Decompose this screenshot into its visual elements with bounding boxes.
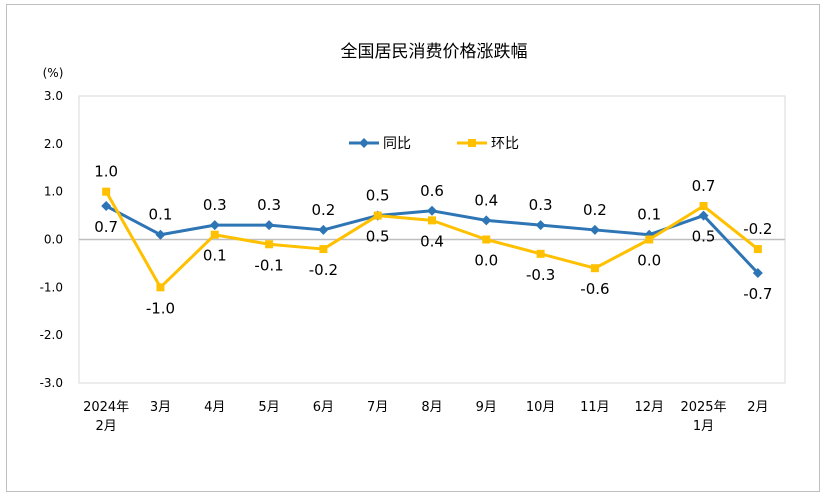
data-point <box>481 215 492 226</box>
legend-label: 环比 <box>491 136 519 152</box>
data-point <box>101 201 112 212</box>
data-point <box>156 283 165 292</box>
y-tick-label: -3.0 <box>40 376 63 390</box>
chart-frame: 全国居民消费价格涨跌幅 (%) 3.0 2.0 1.0 0.0 -1.0 -2.0 -3.0… <box>6 4 820 492</box>
data-point <box>428 216 436 225</box>
y-axis-ticks: 3.0 2.0 1.0 0.0 -1.0 -2.0 -3.0 <box>40 89 63 390</box>
x-tick-label: 3月 <box>150 400 171 415</box>
x-tick-label: 7月 <box>367 400 388 415</box>
y-axis-unit: (%) <box>43 66 64 80</box>
x-tick-label: 12月 <box>634 400 664 415</box>
y-tick-label: 1.0 <box>44 185 63 199</box>
data-point <box>319 245 328 254</box>
data-point <box>752 267 763 278</box>
data-label: 0.4 <box>420 232 444 250</box>
data-point <box>210 230 219 239</box>
data-label: -0.1 <box>254 256 283 274</box>
data-point <box>645 235 654 244</box>
data-point <box>590 264 599 273</box>
data-point <box>535 220 546 231</box>
data-label: 0.5 <box>692 228 716 246</box>
legend: 同比 环比 <box>349 136 519 152</box>
data-point <box>698 210 709 221</box>
x-tick-label: 11月 <box>580 400 610 415</box>
legend-label: 同比 <box>383 136 411 152</box>
data-point <box>265 240 274 249</box>
data-label: -0.3 <box>526 266 555 284</box>
cpi-line-chart: 全国居民消费价格涨跌幅 (%) 3.0 2.0 1.0 0.0 -1.0 -2.0 -3.0… <box>40 42 786 434</box>
x-tick-label: 8月 <box>421 400 442 415</box>
legend-item-yoy: 同比 <box>349 136 411 152</box>
data-label: -1.0 <box>146 299 175 317</box>
x-tick-label: 2024年 <box>83 400 129 415</box>
data-label: 1.0 <box>94 163 118 181</box>
data-label: -0.7 <box>743 285 772 303</box>
data-point <box>373 211 382 220</box>
data-label: 0.2 <box>583 201 607 219</box>
data-label: -0.6 <box>580 280 609 298</box>
data-label: 0.3 <box>257 196 281 214</box>
data-point <box>536 249 545 258</box>
data-label: 0.7 <box>94 218 118 236</box>
data-point <box>102 187 111 196</box>
y-tick-label: 2.0 <box>44 137 63 151</box>
legend-marker <box>359 138 369 148</box>
data-point <box>209 220 220 231</box>
data-label: 0.1 <box>203 247 227 265</box>
data-labels-mom: 1.0-1.00.1-0.1 -0.20.5 0.40.0-0.3-0.60.00.… <box>94 163 772 318</box>
data-label: 0.0 <box>474 252 498 270</box>
x-tick-label: 6月 <box>313 400 334 415</box>
data-point <box>155 229 166 240</box>
data-point <box>482 235 491 244</box>
data-label: 0.1 <box>149 206 173 224</box>
x-tick-label: 4月 <box>204 400 225 415</box>
x-tick-label: 10月 <box>526 400 556 415</box>
data-label: 0.3 <box>203 196 227 214</box>
data-label: 0.2 <box>311 201 335 219</box>
data-label: -0.2 <box>743 220 772 238</box>
data-point <box>264 220 275 231</box>
x-tick-label: 9月 <box>476 400 497 415</box>
data-label: 0.6 <box>420 182 444 200</box>
y-tick-label: 0.0 <box>44 233 63 247</box>
data-label: 0.4 <box>474 191 498 209</box>
data-labels-yoy: 0.7 0.1 0.3 0.3 0.2 0.5 0.6 0.4 0.3 0.2 0.1 0.5 -0.7 <box>94 182 772 303</box>
series-layer: 0.7 0.1 0.3 0.3 0.2 0.5 0.6 0.4 0.3 0.2 0.1 0.5 -0.7… <box>94 163 772 318</box>
chart-title: 全国居民消费价格涨跌幅 <box>341 42 528 62</box>
x-tick-label: 2025年 <box>680 400 726 415</box>
legend-marker <box>468 139 476 147</box>
series-mom <box>102 187 762 292</box>
legend-item-mom: 环比 <box>457 136 519 152</box>
data-label: 0.7 <box>692 177 716 195</box>
data-label: 0.5 <box>366 228 390 246</box>
y-tick-label: -2.0 <box>40 328 63 342</box>
data-point <box>318 224 329 235</box>
data-label: 0.3 <box>529 196 553 214</box>
data-label: 0.5 <box>366 187 390 205</box>
x-tick-label: 2月 <box>96 419 117 434</box>
y-tick-label: -1.0 <box>40 280 63 294</box>
data-label: 0.0 <box>637 252 661 270</box>
data-label: 0.1 <box>637 206 661 224</box>
data-point <box>699 202 708 211</box>
x-tick-label: 5月 <box>258 400 279 415</box>
data-point <box>427 205 437 216</box>
y-tick-label: 3.0 <box>44 89 63 103</box>
data-point <box>589 224 600 235</box>
x-tick-label: 1月 <box>693 419 714 434</box>
x-axis-ticks: 2024年 2月 3月 4月 5月 6月 7月 8月 9月 10月 11月 12月 2025年 1月 2月 <box>83 400 768 434</box>
data-point <box>753 245 762 254</box>
data-label: -0.2 <box>309 261 338 279</box>
x-tick-label: 2月 <box>747 400 768 415</box>
